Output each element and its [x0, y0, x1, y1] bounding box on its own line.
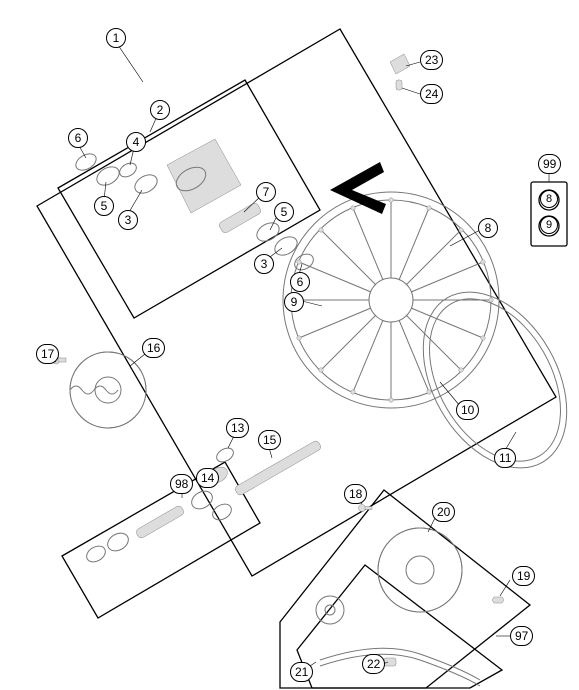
callout-99-8: 8	[540, 190, 558, 208]
callout-6-left: 6	[68, 128, 88, 148]
callout-5-left: 5	[94, 196, 114, 216]
callout-17: 17	[36, 344, 59, 364]
callout-98: 98	[170, 474, 193, 494]
wheel	[283, 192, 499, 408]
callout-3-left: 3	[118, 210, 138, 230]
chain	[320, 648, 480, 686]
callout-22: 22	[362, 654, 385, 674]
callout-15: 15	[258, 430, 281, 450]
callout-23: 23	[420, 50, 443, 70]
callout-2: 2	[150, 100, 170, 120]
diagram-canvas	[0, 0, 579, 690]
callout-5-right: 5	[274, 202, 294, 222]
callout-99: 99	[538, 154, 561, 174]
small-sprocket	[316, 596, 344, 624]
callout-99-9: 9	[540, 216, 558, 234]
callout-1: 1	[106, 28, 126, 48]
callout-10: 10	[456, 400, 479, 420]
callout-14: 14	[196, 468, 219, 488]
kit98	[84, 488, 234, 565]
sprocket-bolt	[359, 505, 373, 512]
sprocket-nut	[492, 597, 504, 603]
callout-24: 24	[420, 84, 443, 104]
callout-6-right: 6	[290, 272, 310, 292]
callout-18: 18	[344, 484, 367, 504]
valve	[390, 54, 410, 90]
box-kit-97	[280, 490, 530, 688]
callout-20: 20	[432, 502, 455, 522]
callout-13: 13	[226, 418, 249, 438]
box-kit-98	[62, 462, 260, 618]
callout-9: 9	[284, 292, 304, 312]
exploded-diagram: 1 2 6 4 5 3 7 5 3 6 23 24 8 9 10 11 99 8…	[0, 0, 579, 690]
callout-7: 7	[256, 182, 276, 202]
callout-21: 21	[290, 662, 313, 682]
callout-19: 19	[512, 566, 535, 586]
rim-band	[394, 267, 579, 494]
sprocket	[378, 528, 462, 612]
callout-16: 16	[142, 338, 165, 358]
callout-11: 11	[494, 448, 516, 468]
brake-rotor	[52, 352, 146, 428]
callout-3-right: 3	[254, 254, 274, 274]
callout-97: 97	[510, 626, 533, 646]
callout-8: 8	[478, 218, 498, 238]
callout-4: 4	[126, 132, 146, 152]
